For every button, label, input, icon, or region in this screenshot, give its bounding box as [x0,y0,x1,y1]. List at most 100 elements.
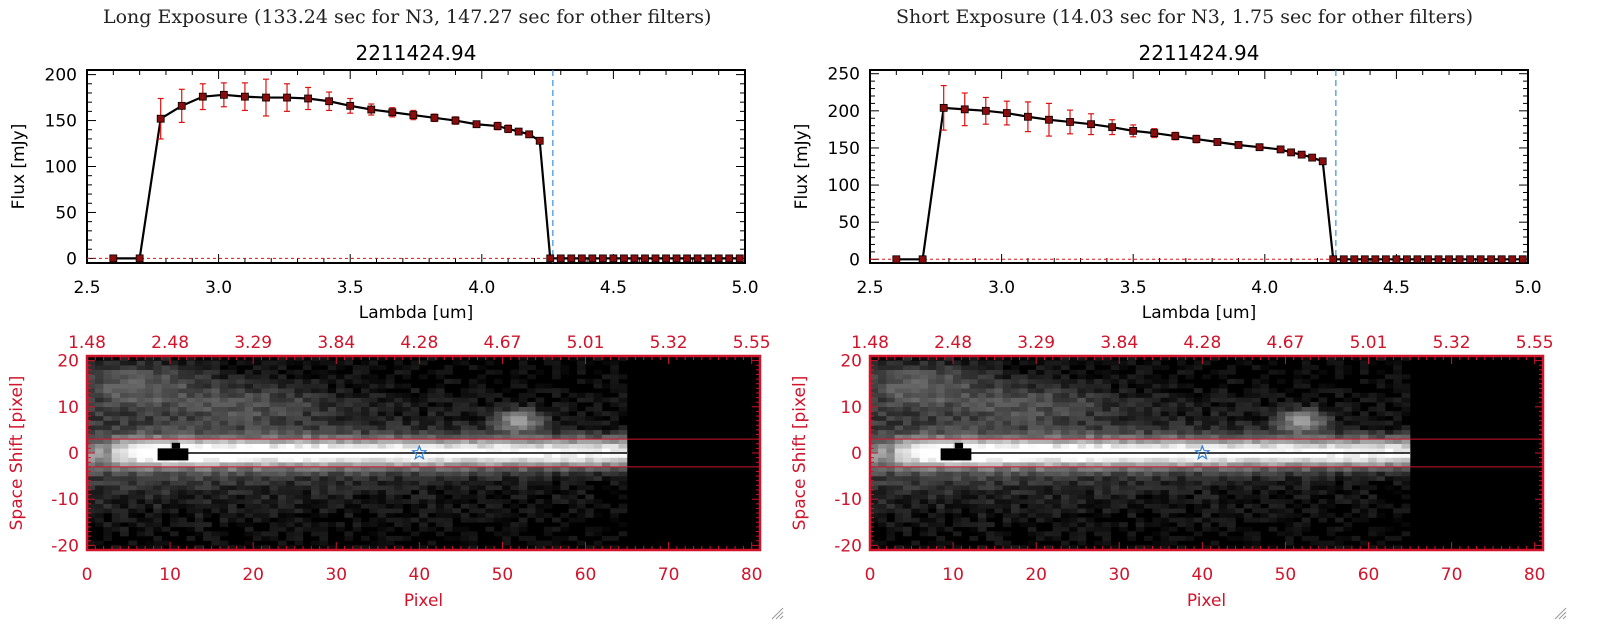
image-pixel [435,503,445,509]
image-pixel [1252,471,1261,477]
image-pixel [302,517,312,523]
image-pixel [460,480,470,486]
image-pixel [510,494,520,500]
image-pixel [1011,369,1020,375]
image-pixel [294,415,304,421]
image-pixel [911,485,920,491]
image-pixel [1335,360,1344,366]
image-pixel [269,443,279,449]
image-pixel [1160,406,1170,412]
image-pixel [601,443,611,449]
image-pixel [543,503,553,509]
image-pixel [994,406,1004,412]
image-pixel [1326,425,1336,431]
image-pixel [1285,397,1294,403]
image-pixel [1168,425,1178,431]
image-pixel [377,383,387,389]
image-pixel [986,462,995,467]
image-pixel [1335,517,1344,523]
image-pixel [145,411,154,417]
image-pixel [944,471,954,477]
data-point [735,254,744,263]
data-point [556,254,565,263]
image-pixel [1135,462,1145,467]
image-pixel [1193,494,1203,500]
image-pixel [1135,508,1145,514]
image-pixel [1102,443,1112,449]
image-pixel [1135,402,1145,407]
image-pixel [894,499,904,504]
image-pixel [518,406,528,412]
image-pixel [1276,475,1286,481]
image-pixel [1119,494,1128,500]
image-pixel [1218,420,1228,426]
image-pixel [903,452,912,458]
image-pixel [352,406,362,412]
image-pixel [518,402,528,407]
image-pixel [961,438,970,444]
image-pixel [402,517,412,523]
image-pixel [419,462,428,467]
image-pixel [269,425,279,431]
image-pixel [294,438,304,444]
image-pixel [1160,434,1170,440]
image-pixel [369,402,378,407]
image-pixel [1252,508,1261,514]
image-pixel [1243,457,1253,463]
image-pixel [1036,545,1045,551]
x-tick-label: 4.5 [1383,278,1410,298]
image-pixel [1044,485,1053,491]
image-pixel [211,420,221,426]
image-pixel [286,480,295,486]
image-pixel [961,369,970,375]
image-pixel [894,452,904,458]
image-pixel [419,517,428,523]
image-pixel [1060,420,1070,426]
image-pixel [1177,355,1186,361]
image-pixel [502,471,511,477]
image-pixel [518,425,528,431]
image-pixel [1002,466,1012,472]
image-pixel [560,475,570,481]
image-pixel [460,411,470,417]
image-pixel [1119,355,1128,361]
image-pixel [952,383,962,389]
image-pixel [178,365,187,370]
image-pixel [1085,508,1095,514]
image-pixel [444,485,453,491]
image-pixel [460,425,470,431]
image-pixel [103,383,113,389]
image-pixel [1310,471,1319,477]
data-point [1518,255,1527,264]
image-pixel [178,480,187,486]
image-pixel [1218,471,1228,477]
image-pixel [1218,457,1228,463]
image-pixel [618,438,628,444]
image-pixel [1160,355,1170,361]
image-pixel [593,457,603,463]
image-pixel [1002,397,1012,403]
image-pixel [1110,420,1120,426]
image-pixel [585,499,594,504]
image-pixel [1293,411,1303,417]
image-pixel [327,374,337,380]
image-pixel [460,443,470,449]
image-pixel [86,374,96,380]
image-pixel [1135,438,1145,444]
image-pixel [928,392,937,398]
image-pixel [1235,480,1245,486]
image-pixel [153,402,162,407]
image-pixel [385,526,395,532]
image-pixel [460,402,470,407]
image-pixel [944,360,954,366]
data-point [960,105,969,114]
image-pixel [1085,406,1095,412]
image-pixel [1160,466,1170,472]
image-pixel [327,480,337,486]
image-pixel [1060,365,1070,370]
image-pixel [178,360,187,366]
image-pixel [1168,429,1178,435]
image-pixel [1144,535,1153,541]
image-pixel [161,443,171,449]
image-pixel [452,425,462,431]
